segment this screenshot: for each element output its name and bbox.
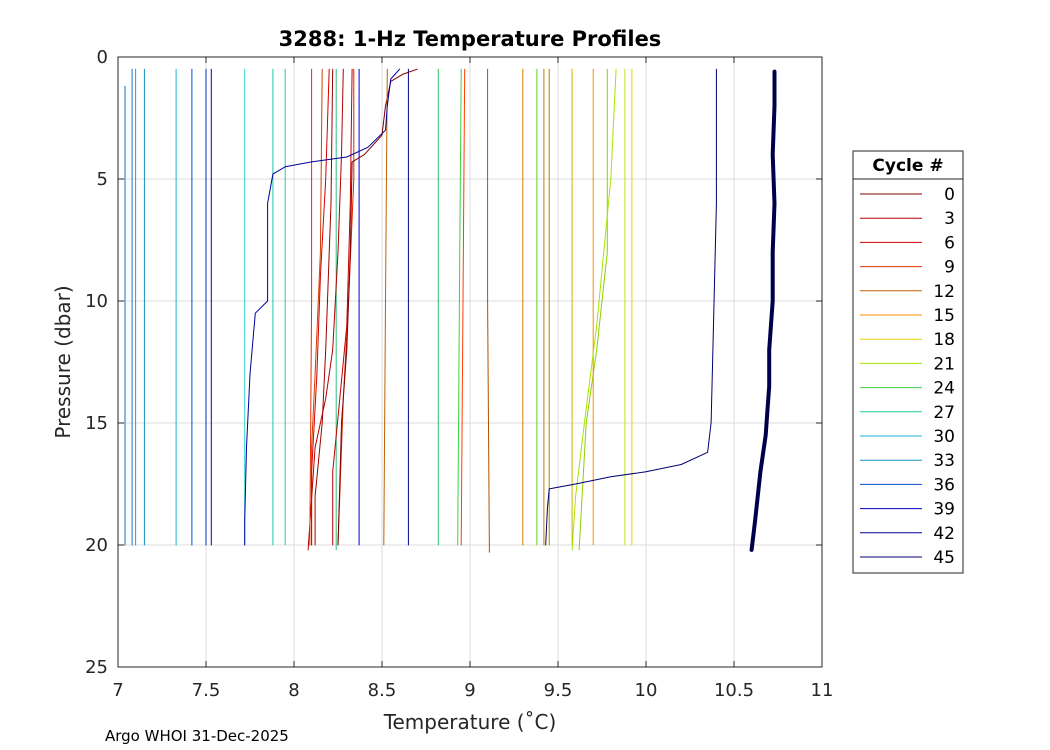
series-line-cycle-9	[309, 68, 313, 546]
legend-label: 36	[933, 475, 955, 495]
chart-title: 3288: 1-Hz Temperature Profiles	[279, 27, 662, 51]
series-line-cycle-12	[383, 68, 388, 546]
grid	[118, 57, 822, 667]
x-tick-label: 10.5	[714, 680, 754, 701]
legend-label: 0	[944, 185, 955, 205]
x-axis-label: Temperature (˚C)	[383, 710, 557, 734]
y-ticks: 0 5 10 15 20 25	[85, 47, 822, 678]
y-tick-label: 5	[97, 169, 108, 190]
legend-label: 42	[933, 524, 955, 544]
y-tick-label: 25	[85, 657, 108, 678]
series-line-cycle-0	[337, 68, 418, 546]
series-line-cycle-6	[311, 68, 330, 546]
legend-label: 39	[933, 500, 955, 520]
series-line-cycle-3	[307, 68, 344, 551]
profile-line	[314, 68, 334, 546]
legend-label: 12	[933, 282, 955, 302]
series-line-cycle-42	[244, 68, 401, 546]
series-line-cycle-21	[571, 68, 617, 551]
legend-title: Cycle #	[872, 156, 943, 176]
x-ticks: 7 7.5 8 8.5 9 9.5 10 10.5 11	[112, 57, 833, 701]
legend-label: 24	[933, 379, 955, 399]
legend-label: 21	[933, 354, 955, 374]
legend-label: 15	[933, 306, 955, 326]
legend-label: 30	[933, 427, 955, 447]
series-layer	[124, 68, 777, 553]
legend-label: 27	[933, 403, 955, 423]
series-line-cycle-24	[457, 68, 462, 546]
x-tick-label: 7	[112, 680, 123, 701]
profile-line	[578, 68, 608, 551]
legend-label: 3	[944, 209, 955, 229]
profile-line	[487, 68, 490, 553]
y-tick-label: 20	[85, 535, 108, 556]
x-tick-label: 10	[635, 680, 658, 701]
y-tick-label: 10	[85, 291, 108, 312]
x-tick-label: 8.5	[368, 680, 397, 701]
series-line-cycle-45	[545, 68, 717, 546]
x-tick-label: 9.5	[544, 680, 573, 701]
x-tick-label: 7.5	[192, 680, 221, 701]
legend-label: 18	[933, 330, 955, 350]
legend-label: 6	[944, 233, 955, 253]
profile-line	[332, 68, 353, 546]
x-tick-label: 8	[288, 680, 299, 701]
x-tick-label: 9	[464, 680, 475, 701]
y-tick-label: 0	[97, 47, 108, 68]
footer-note: Argo WHOI 31-Dec-2025	[105, 727, 289, 745]
legend-label: 45	[933, 548, 955, 568]
legend-label: 9	[944, 258, 955, 278]
y-axis-label: Pressure (dbar)	[51, 285, 75, 438]
y-tick-label: 15	[85, 413, 108, 434]
profile-line	[749, 69, 777, 552]
legend-label: 33	[933, 451, 955, 471]
legend-box	[852, 150, 964, 574]
profile-line	[460, 68, 466, 546]
x-tick-label: 11	[811, 680, 834, 701]
